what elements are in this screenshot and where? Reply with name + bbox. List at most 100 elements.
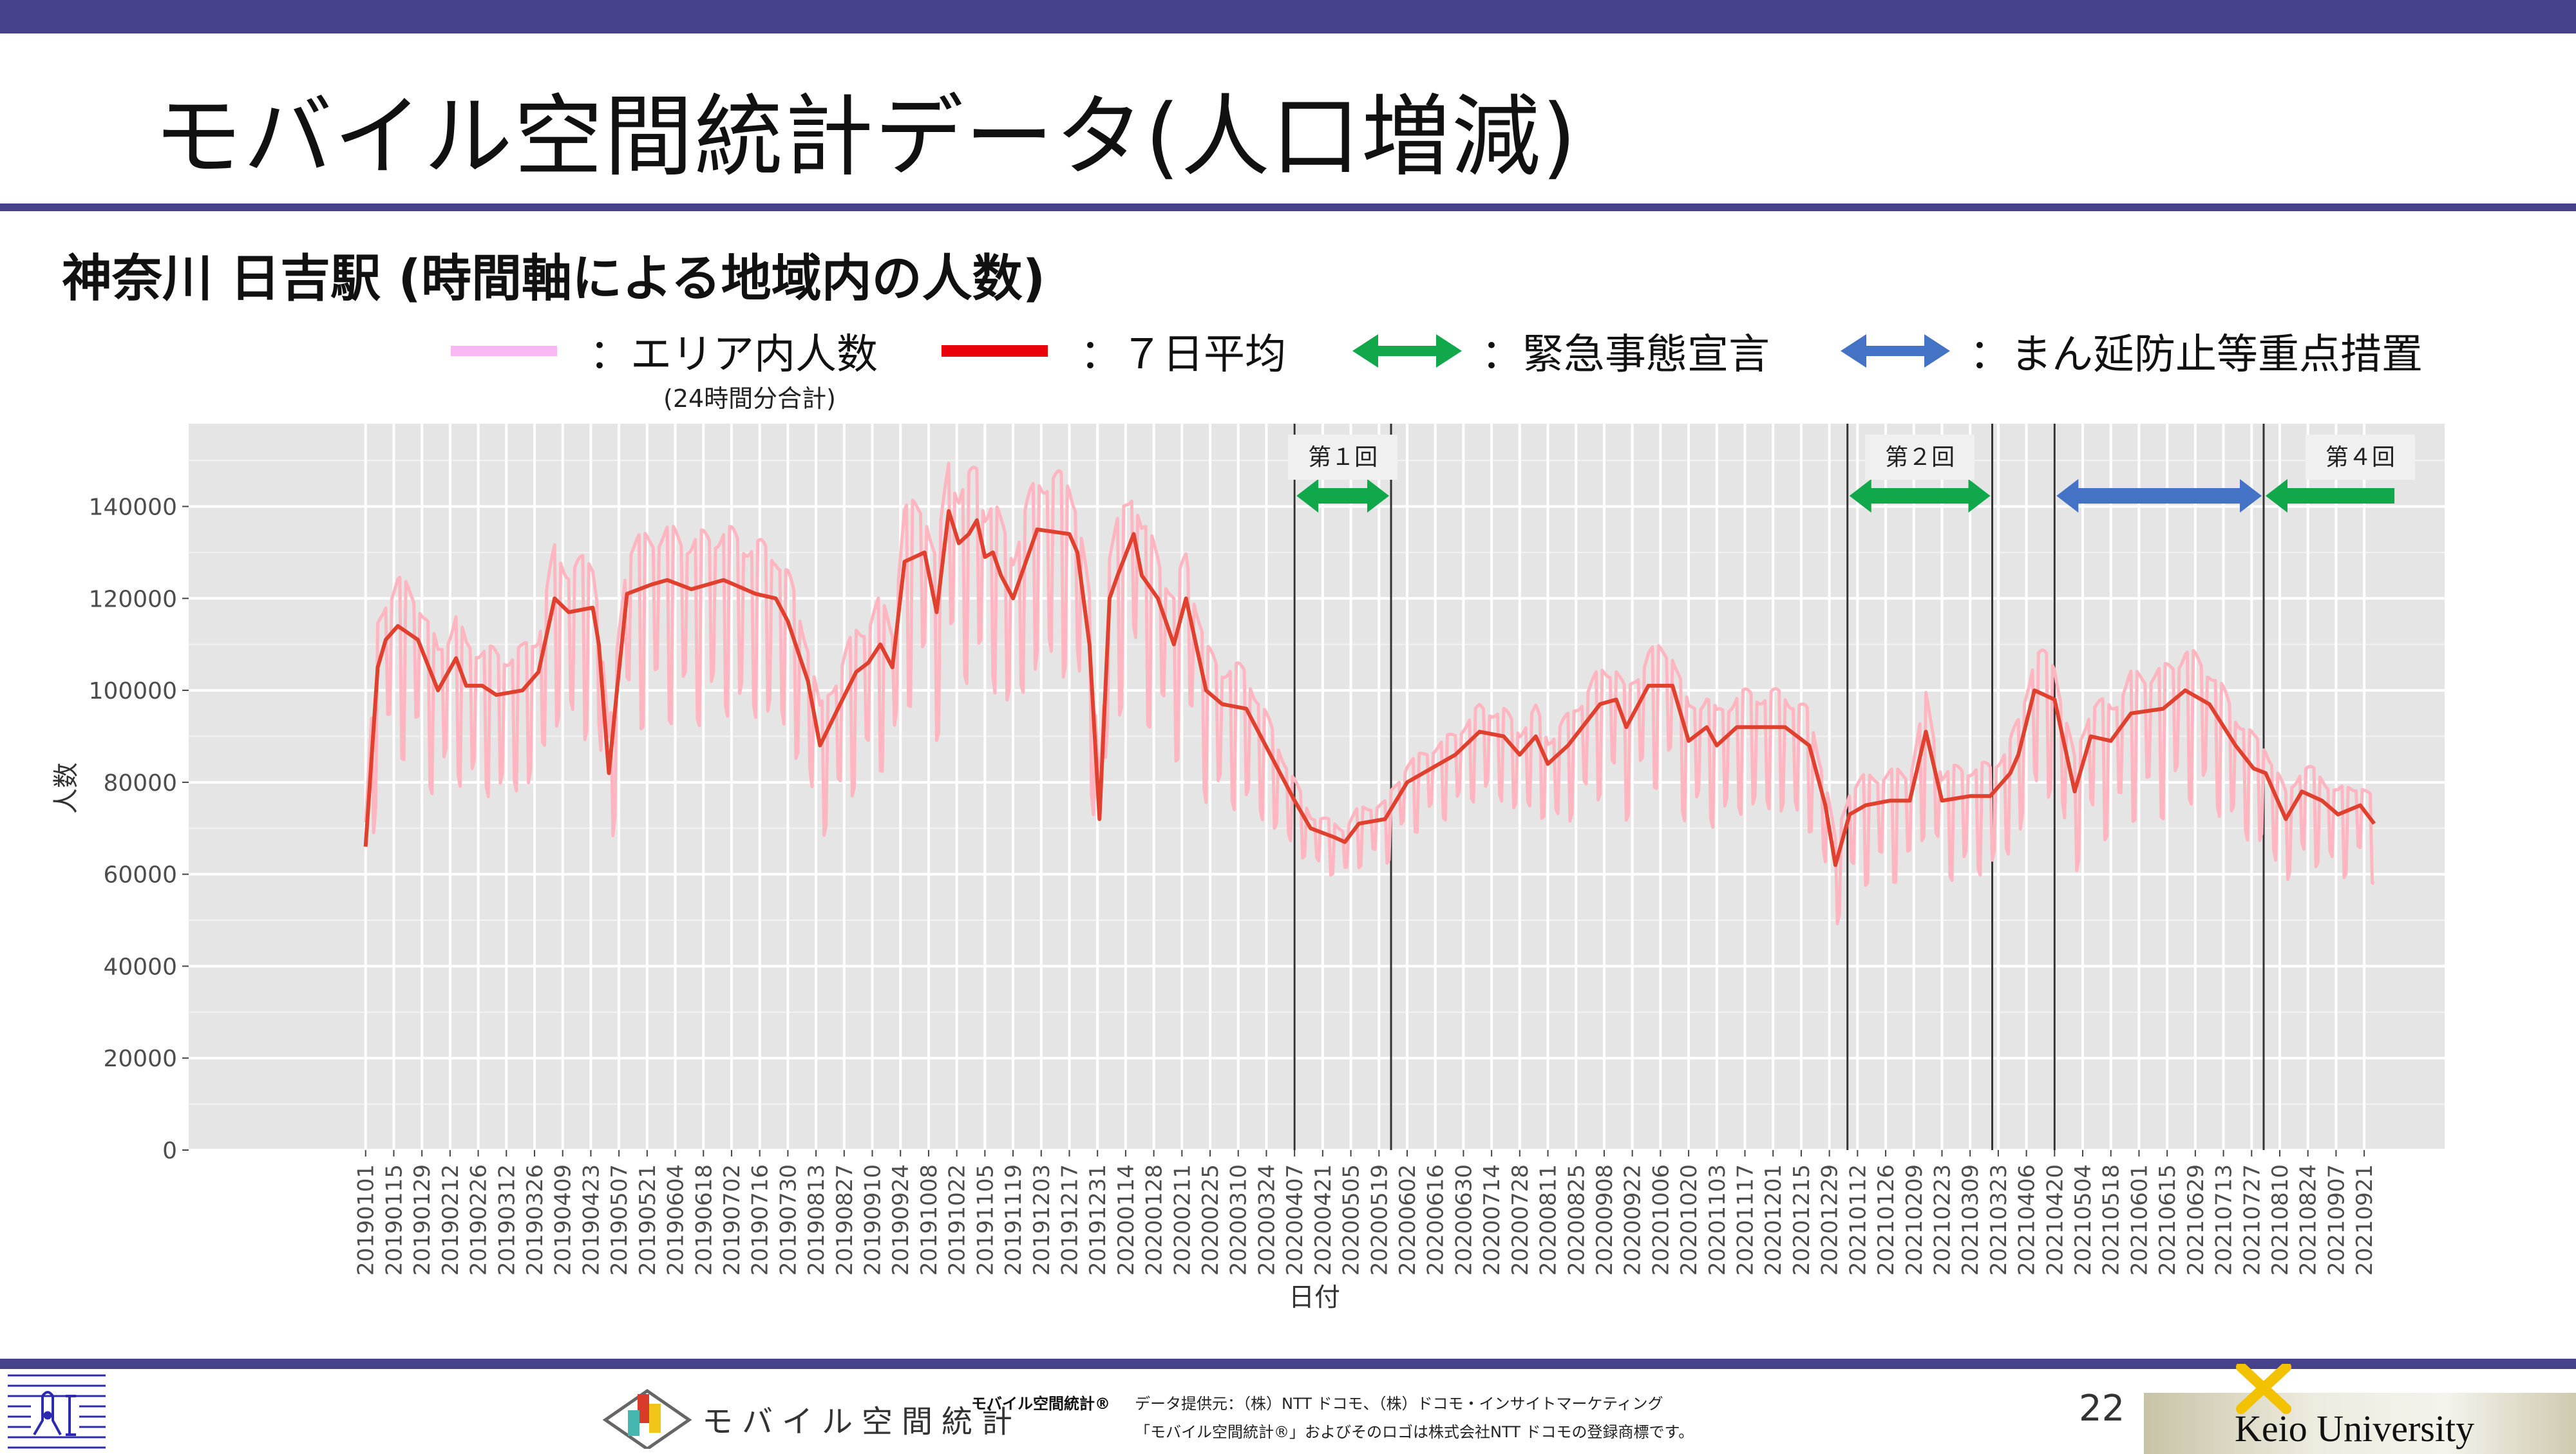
double-arrow-blue-icon xyxy=(1841,334,1950,368)
x-tick-label: 20200128 xyxy=(1142,1164,1168,1276)
x-tick-label: 20200922 xyxy=(1620,1164,1646,1276)
x-tick-label: 20190730 xyxy=(775,1164,801,1276)
x-tick-label: 20190226 xyxy=(466,1164,492,1276)
legend-swatch-avg xyxy=(942,345,1048,357)
credit-line-1: データ提供元：（株）NTT ドコモ、（株）ドコモ・インサイトマーケティング xyxy=(1135,1395,1663,1413)
x-tick-label: 20210629 xyxy=(2183,1164,2209,1276)
legend-item-semi-emergency: ：まん延防止等重点措置 xyxy=(1841,325,2423,379)
x-tick-label: 20191231 xyxy=(1085,1164,1111,1276)
x-tick-label: 20191022 xyxy=(945,1164,971,1276)
chart-subtitle: 神奈川 日吉駅 (時間軸による地域内の人数) xyxy=(62,250,1046,308)
x-tick-label: 20200728 xyxy=(1508,1164,1533,1276)
credit-name: モバイル空間統計® xyxy=(971,1395,1110,1413)
legend-label-semi-emergency: ：まん延防止等重点措置 xyxy=(1969,331,2423,379)
y-axis-title: 人数 xyxy=(52,762,81,814)
x-tick-label: 20210727 xyxy=(2239,1164,2265,1276)
y-tick-label: 0 xyxy=(162,1138,177,1164)
emergency-period-arrow xyxy=(1296,478,1390,513)
period-label-box xyxy=(2305,435,2415,480)
population-chart: 第１回 第２回 第４回 0 20000 40000 60000 80000 100000 120… xyxy=(52,424,2445,1312)
keio-pen-icon xyxy=(2236,1364,2291,1414)
x-tick-label: 20210126 xyxy=(1873,1164,1899,1276)
daily-series-line xyxy=(364,462,2375,925)
x-tick-label: 20210824 xyxy=(2296,1164,2322,1276)
y-tick-label: 60000 xyxy=(103,862,177,889)
x-tick-label: 20210323 xyxy=(1986,1164,2012,1276)
x-tick-label: 20200602 xyxy=(1395,1164,1421,1276)
x-tick-label: 20190115 xyxy=(381,1164,407,1276)
x-tick-label: 20200421 xyxy=(1311,1164,1336,1276)
period-label-box xyxy=(1865,435,1975,480)
x-tick-label: 20190827 xyxy=(832,1164,858,1276)
x-tick-label: 20191008 xyxy=(916,1164,942,1276)
plot-panel xyxy=(189,424,2445,1150)
x-tick-label: 20200114 xyxy=(1113,1164,1139,1276)
x-tick-label: 20190326 xyxy=(522,1164,548,1276)
y-axis: 0 20000 40000 60000 80000 100000 120000 140000 xyxy=(89,495,189,1164)
x-tick-label: 20200324 xyxy=(1254,1164,1280,1276)
x-tick-label: 20210504 xyxy=(2070,1164,2096,1276)
x-tick-label: 20210209 xyxy=(1902,1164,1927,1276)
x-axis: 20190101 20190115 20190129 20190212 20190226… xyxy=(354,1150,2378,1276)
legend-item-daily: ：エリア内人数 xyxy=(451,325,878,379)
x-tick-label: 20210810 xyxy=(2268,1164,2293,1276)
x-tick-label: 20210615 xyxy=(2155,1164,2181,1276)
x-tick-label: 20200211 xyxy=(1170,1164,1195,1276)
x-tick-label: 20190813 xyxy=(804,1164,829,1276)
x-tick-label: 20201020 xyxy=(1676,1164,1702,1276)
double-arrow-green-icon xyxy=(1352,334,1462,368)
legend-swatch-daily xyxy=(451,346,557,356)
x-tick-label: 20200310 xyxy=(1226,1164,1252,1276)
emergency-period-arrow xyxy=(1849,478,1991,513)
x-tick-label: 20210518 xyxy=(2099,1164,2125,1276)
x-axis-title: 日付 xyxy=(1289,1283,1340,1312)
x-tick-label: 20190604 xyxy=(663,1164,689,1276)
x-tick-label: 20190716 xyxy=(748,1164,773,1276)
x-tick-label: 20210713 xyxy=(2211,1164,2237,1276)
x-tick-label: 20191105 xyxy=(972,1164,998,1276)
x-tick-label: 20190101 xyxy=(354,1164,379,1276)
x-tick-label: 20190507 xyxy=(607,1164,632,1276)
semi-emergency-period-arrow xyxy=(2056,478,2262,513)
ai-lab-logo xyxy=(8,1374,106,1449)
footer-divider xyxy=(0,1359,2576,1369)
period-label: 第４回 xyxy=(2325,444,2395,471)
period-label-box xyxy=(1288,435,1398,480)
daily-series xyxy=(364,462,2375,925)
top-brand-bar xyxy=(0,0,2576,33)
x-tick-label: 20191217 xyxy=(1057,1164,1083,1276)
x-tick-label: 20190618 xyxy=(691,1164,717,1276)
x-tick-label: 20190312 xyxy=(494,1164,520,1276)
page-title: モバイル空間統計データ(人口増減) xyxy=(153,85,1578,189)
x-tick-label: 20210223 xyxy=(1929,1164,1955,1276)
x-tick-label: 20190910 xyxy=(860,1164,886,1276)
period-label: 第１回 xyxy=(1308,444,1378,471)
x-tick-label: 20201229 xyxy=(1817,1164,1843,1276)
x-tick-label: 20210112 xyxy=(1845,1164,1871,1276)
legend-item-avg: ：７日平均 xyxy=(942,325,1286,379)
legend-label-emergency: ：緊急事態宣言 xyxy=(1481,331,1770,379)
x-tick-label: 20190702 xyxy=(719,1164,745,1276)
gridlines xyxy=(189,424,2445,1151)
x-tick-label: 20201201 xyxy=(1761,1164,1786,1276)
x-tick-label: 20201006 xyxy=(1648,1164,1674,1276)
credit-line-2: 「モバイル空間統計®」およびそのロゴは株式会社NTT ドコモの登録商標です。 xyxy=(1135,1423,1694,1441)
page-number: 22 xyxy=(2079,1388,2125,1430)
university-name: Keio University xyxy=(2235,1408,2475,1449)
legend-label-daily: ：エリア内人数 xyxy=(589,331,878,379)
x-tick-label: 20200225 xyxy=(1198,1164,1224,1276)
y-tick-label: 120000 xyxy=(89,586,177,612)
title-divider xyxy=(0,203,2576,211)
x-tick-label: 20210309 xyxy=(1958,1164,1984,1276)
y-tick-label: 20000 xyxy=(103,1046,177,1072)
legend-note: (24時間分合計) xyxy=(663,384,837,413)
legend-item-emergency: ：緊急事態宣言 xyxy=(1352,325,1770,379)
y-tick-label: 100000 xyxy=(89,678,177,704)
period-annotations: 第１回 第２回 第４回 xyxy=(1288,435,2415,513)
x-tick-label: 20190521 xyxy=(635,1164,661,1276)
x-tick-label: 20191203 xyxy=(1029,1164,1055,1276)
x-tick-label: 20210907 xyxy=(2324,1164,2349,1276)
x-tick-label: 20190409 xyxy=(551,1164,576,1276)
x-tick-label: 20200714 xyxy=(1479,1164,1505,1276)
x-tick-label: 20201117 xyxy=(1733,1164,1759,1276)
